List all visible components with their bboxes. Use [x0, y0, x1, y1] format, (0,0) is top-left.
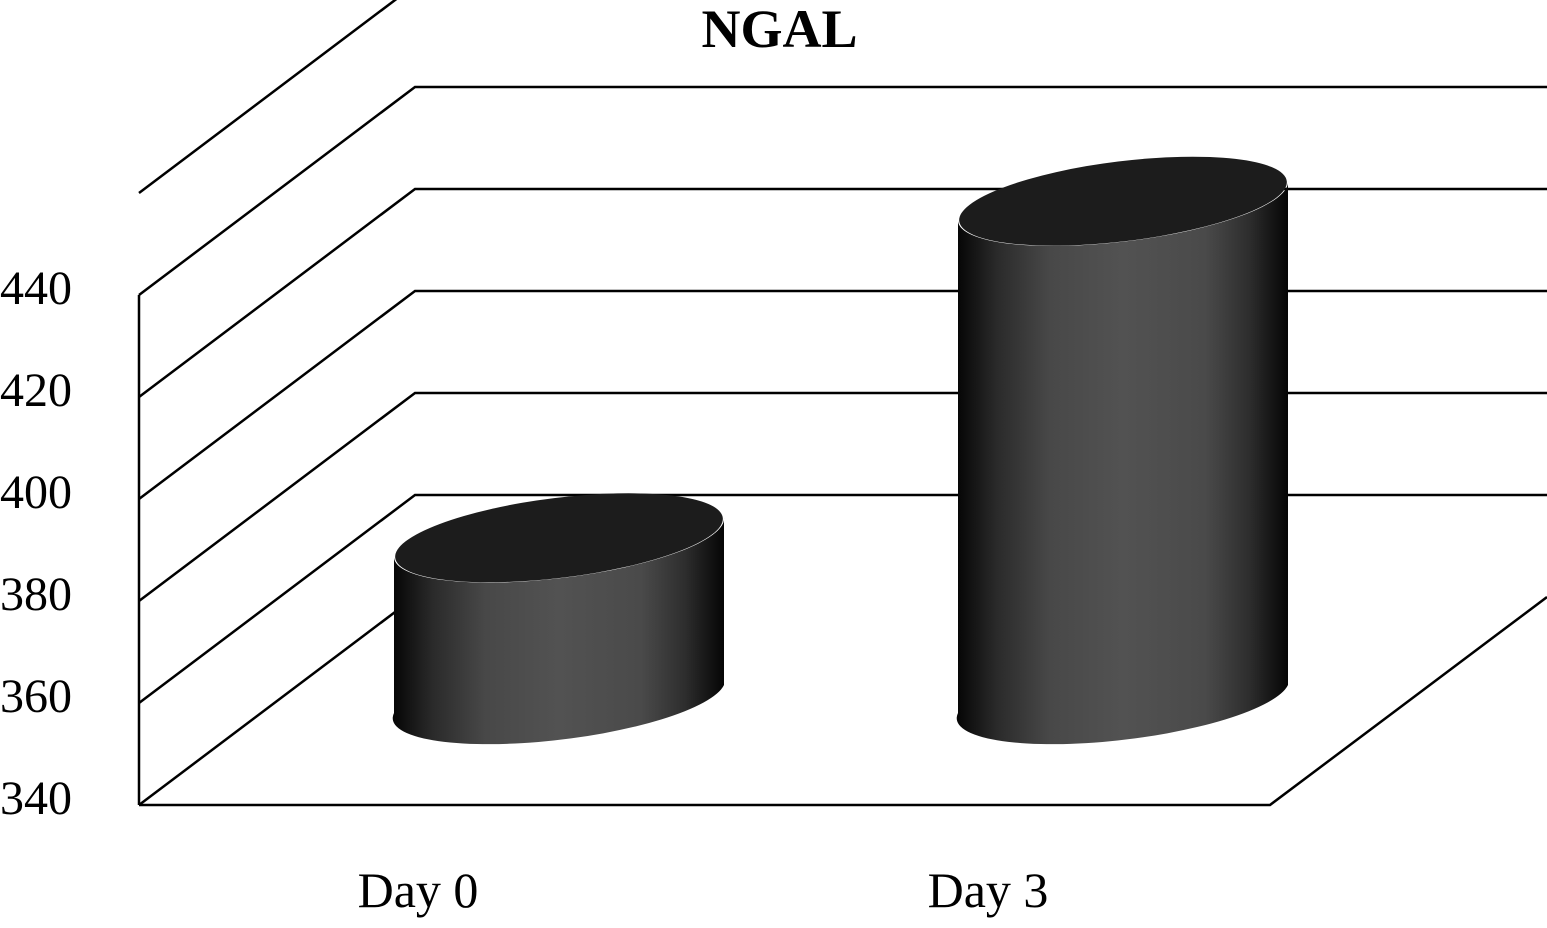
chart-grid: [137, 0, 1547, 807]
y-tick-label: 440: [0, 262, 72, 315]
y-tick-label: 420: [0, 364, 72, 417]
y-tick-label: 360: [0, 670, 72, 723]
floor-edge: [139, 596, 1547, 807]
y-tick-label: 340: [0, 772, 72, 825]
floor-left-edge: [138, 596, 416, 806]
chart-bars: [392, 156, 1289, 745]
y-tick-label: 380: [0, 568, 72, 621]
gridline: [138, 187, 1547, 398]
bar-day-3: [956, 156, 1289, 745]
bar-day-0: [392, 493, 725, 745]
bar-top: [959, 156, 1287, 246]
x-tick-label: Day 0: [357, 862, 479, 918]
gridline: [138, 85, 1547, 296]
gridline: [138, 289, 1547, 500]
y-tick-label: 400: [0, 466, 72, 519]
gridline: [138, 493, 1547, 704]
x-tick-label: Day 3: [927, 862, 1049, 918]
chart-title: NGAL: [701, 0, 858, 59]
gridline: [138, 391, 1547, 602]
bar-top: [395, 493, 723, 583]
gridline: [138, 0, 398, 194]
